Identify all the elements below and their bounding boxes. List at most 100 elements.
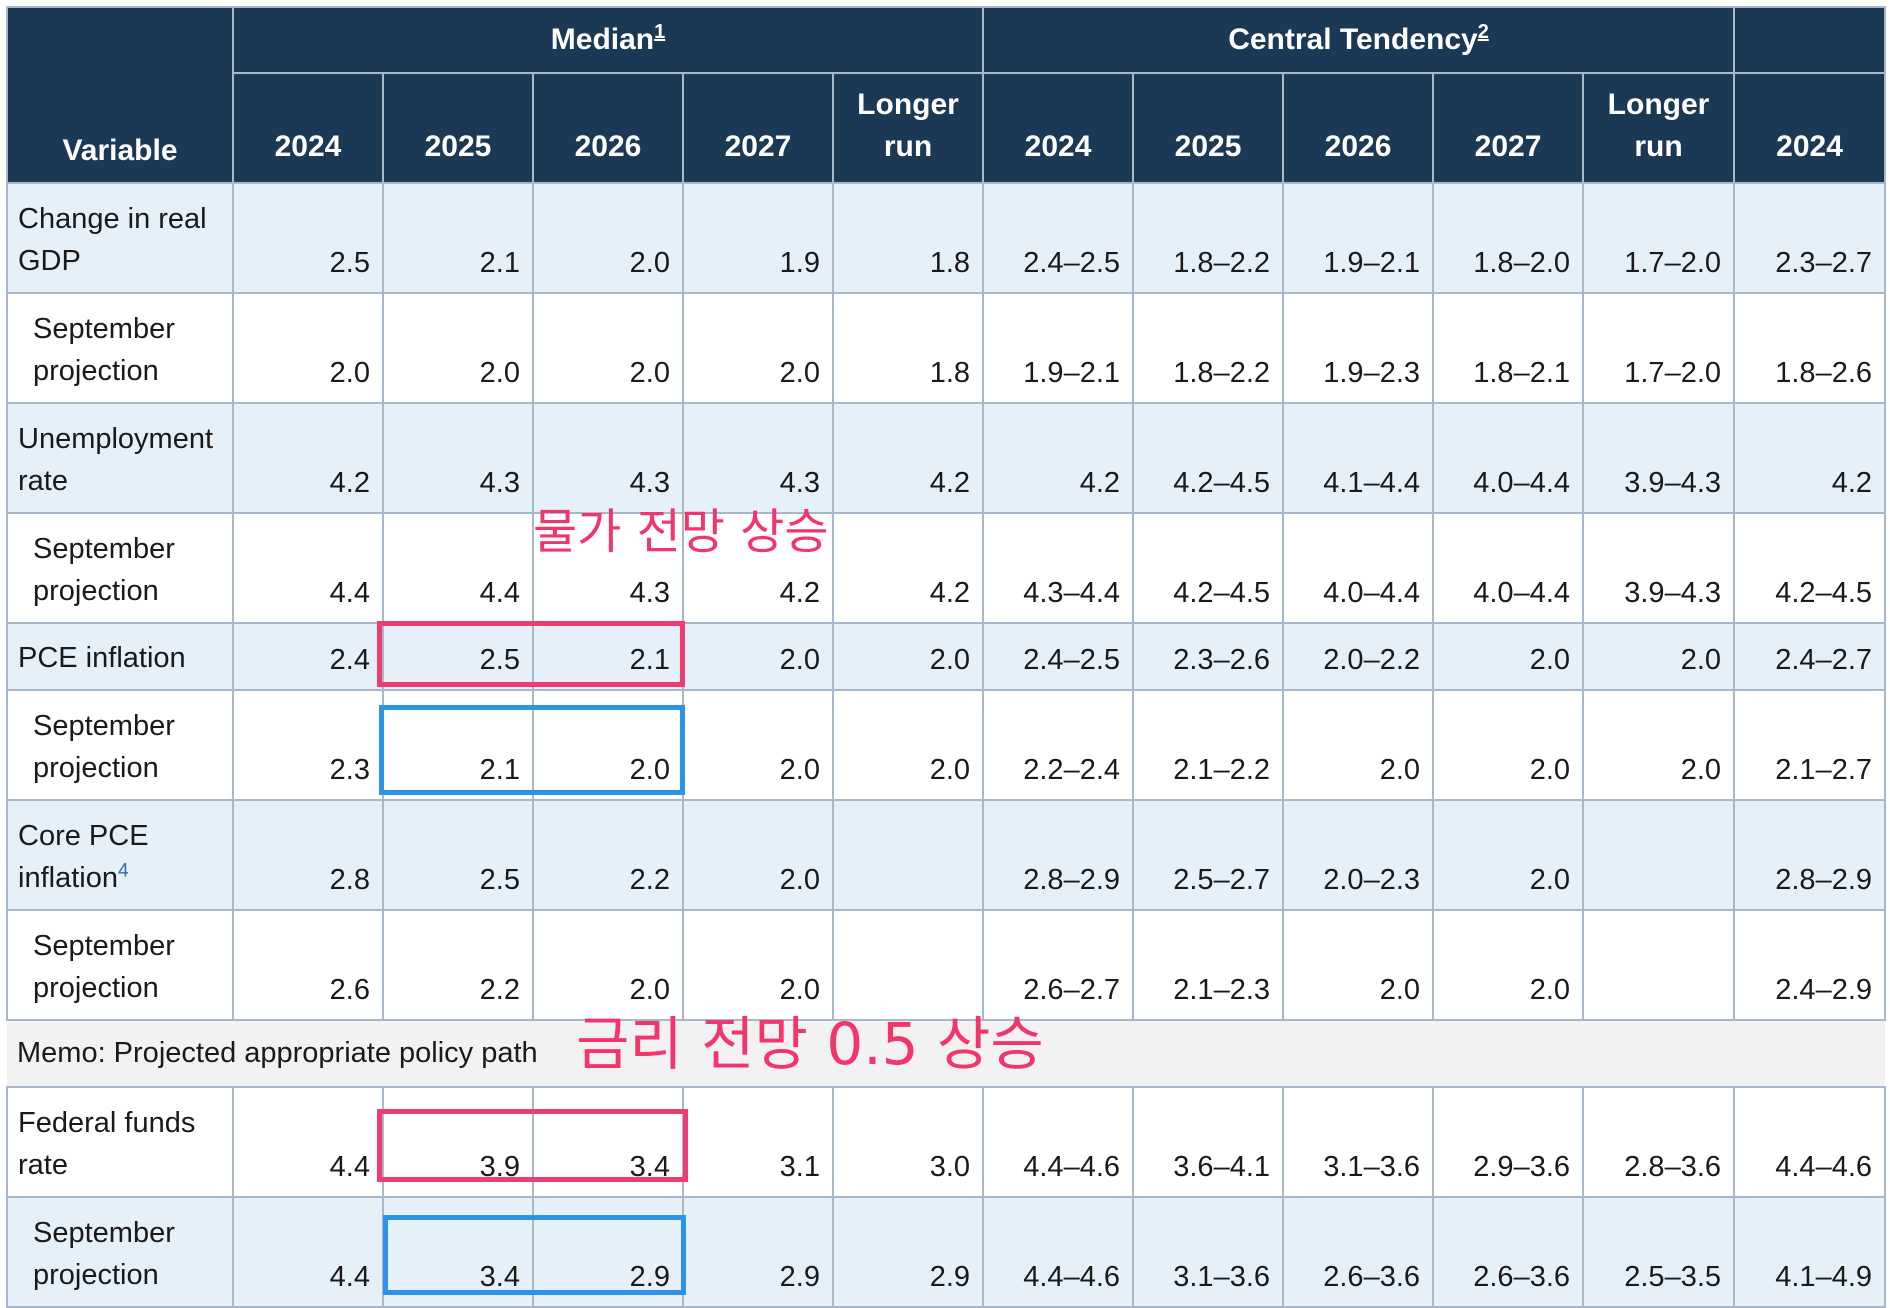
value-cell: 2.6–3.6	[1282, 1196, 1435, 1308]
value-cell: 4.4–4.6	[1733, 1086, 1887, 1198]
value-cell: 2.4–2.5	[982, 622, 1135, 691]
value-cell	[1582, 909, 1736, 1021]
row-label-cell: PCE inflation	[6, 622, 234, 691]
value-cell: 2.0	[1282, 909, 1435, 1021]
row-label: September projection	[33, 930, 175, 1004]
row-label-cell: September projection	[6, 1196, 234, 1308]
inflation-outlook-annotation: 물가 전망 상승	[533, 504, 829, 560]
row-label: September projection	[33, 533, 175, 607]
table-row: September projection 2.3 2.1 2.0 2.0 2.0 2.2–2…	[6, 689, 1887, 801]
row-label-cell: Unemployment rate	[6, 402, 234, 514]
value-cell: 2.0	[682, 292, 834, 404]
row-label-cell: September projection	[6, 909, 234, 1021]
value-cell: 4.1–4.9	[1733, 1196, 1887, 1308]
value-cell: 1.8–2.0	[1432, 182, 1585, 294]
value-cell: 2.5–2.7	[1132, 799, 1285, 911]
memo-cell: Memo: Projected appropriate policy path	[7, 1019, 1886, 1088]
year-header: 2026	[532, 72, 684, 184]
footnote-link[interactable]: 4	[117, 860, 129, 882]
median-group-header: Median1	[231, 6, 985, 74]
central-tendency-footnote-link[interactable]: 2	[1477, 21, 1489, 43]
value-cell: 2.1	[382, 182, 534, 294]
value-cell: 4.3	[682, 402, 834, 514]
value-cell: 1.7–2.0	[1582, 182, 1736, 294]
value-cell: 2.4–2.9	[1733, 909, 1887, 1021]
value-cell: 4.2–4.5	[1132, 402, 1285, 514]
table-row: Federal funds rate 4.4 3.9 3.4 3.1 3.0 4.4–4.6…	[6, 1086, 1887, 1198]
value-cell: 2.0–2.3	[1282, 799, 1435, 911]
value-cell: 2.0	[532, 292, 684, 404]
value-cell	[831, 909, 985, 1021]
memo-label: Memo: Projected appropriate policy path	[17, 1037, 538, 1069]
value-cell: 4.2	[831, 402, 985, 514]
value-cell: 4.2–4.5	[1132, 512, 1285, 624]
value-cell: 4.1–4.4	[1282, 402, 1435, 514]
row-label: Unemployment rate	[18, 423, 214, 497]
value-cell: 4.4–4.6	[982, 1196, 1135, 1308]
row-label: September projection	[33, 313, 175, 387]
value-cell: 4.4	[232, 1086, 384, 1198]
value-cell: 2.0	[831, 622, 985, 691]
table-row: Core PCE inflation4 2.8 2.5 2.2 2.0 2.8–2.9 2.…	[6, 799, 1887, 911]
value-cell: 2.9–3.6	[1432, 1086, 1585, 1198]
value-cell: 4.0–4.4	[1432, 402, 1585, 514]
value-cell: 2.4	[232, 622, 384, 691]
value-cell	[831, 799, 985, 911]
value-cell: 1.8–2.6	[1733, 292, 1887, 404]
row-label: September projection	[33, 710, 175, 784]
value-cell: 4.2	[1733, 402, 1887, 514]
value-cell: 1.9–2.1	[1282, 182, 1435, 294]
value-cell: 2.4–2.7	[1733, 622, 1887, 691]
value-cell: 4.4–4.6	[982, 1086, 1135, 1198]
table-row: September projection 2.6 2.2 2.0 2.0 2.6–2.7 2…	[6, 909, 1887, 1021]
year-header: 2024	[982, 72, 1135, 184]
table-row: PCE inflation 2.4 2.5 2.1 2.0 2.0 2.4–2.5 2.3–2…	[6, 622, 1887, 691]
value-cell: 2.1	[382, 689, 534, 801]
table-row: September projection 2.0 2.0 2.0 2.0 1.8 1.9–2…	[6, 292, 1887, 404]
value-cell: 2.0	[1582, 622, 1736, 691]
value-cell: 1.9–2.1	[982, 292, 1135, 404]
value-cell: 2.0	[532, 909, 684, 1021]
rate-outlook-annotation: 금리 전망 0.5 상승	[576, 1010, 1044, 1078]
memo-row: Memo: Projected appropriate policy path	[7, 1019, 1886, 1088]
value-cell: 1.8	[831, 292, 985, 404]
value-cell: 3.4	[532, 1086, 684, 1198]
value-cell: 2.2	[382, 909, 534, 1021]
median-footnote-link[interactable]: 1	[654, 21, 666, 43]
value-cell	[1582, 799, 1736, 911]
value-cell: 2.0	[831, 689, 985, 801]
value-cell: 2.0	[532, 689, 684, 801]
value-cell: 2.8–2.9	[982, 799, 1135, 911]
value-cell: 2.9	[831, 1196, 985, 1308]
value-cell: 4.0–4.4	[1282, 512, 1435, 624]
value-cell: 4.4	[232, 512, 384, 624]
row-label: Federal funds rate	[18, 1107, 196, 1181]
value-cell: 2.1–2.3	[1132, 909, 1285, 1021]
value-cell: 4.3	[532, 512, 684, 624]
table-row: September projection 4.4 3.4 2.9 2.9 2.9 4.4–4…	[6, 1196, 1887, 1308]
median-group-label: Median	[550, 23, 655, 56]
value-cell: 2.6	[232, 909, 384, 1021]
value-cell: 4.2	[682, 512, 834, 624]
value-cell: 4.4	[382, 512, 534, 624]
value-cell: 2.2	[532, 799, 684, 911]
value-cell: 2.0	[1432, 799, 1585, 911]
header-group-row: Variable Median1 Central Tendency2	[6, 6, 1887, 184]
table-row: Unemployment rate 4.2 4.3 4.3 4.3 4.2 4.2 4.2–4…	[6, 402, 1887, 514]
value-cell: 2.0	[1432, 622, 1585, 691]
value-cell: 2.6–3.6	[1432, 1196, 1585, 1308]
row-label: Core PCE inflation	[18, 820, 149, 894]
year-header: Longer run	[1582, 72, 1736, 184]
value-cell: 3.6–4.1	[1132, 1086, 1285, 1198]
value-cell: 4.2	[831, 512, 985, 624]
value-cell: 3.9–4.3	[1582, 402, 1736, 514]
value-cell: 2.0	[1432, 909, 1585, 1021]
value-cell: 4.2	[982, 402, 1135, 514]
value-cell: 2.5–3.5	[1582, 1196, 1736, 1308]
row-label-cell: Change in real GDP	[6, 182, 234, 294]
value-cell: 3.1–3.6	[1282, 1086, 1435, 1198]
value-cell: 1.7–2.0	[1582, 292, 1736, 404]
row-label: September projection	[33, 1217, 175, 1291]
value-cell: 4.0–4.4	[1432, 512, 1585, 624]
table-row: Change in real GDP 2.5 2.1 2.0 1.9 1.8 2.4–2.5…	[6, 182, 1887, 294]
